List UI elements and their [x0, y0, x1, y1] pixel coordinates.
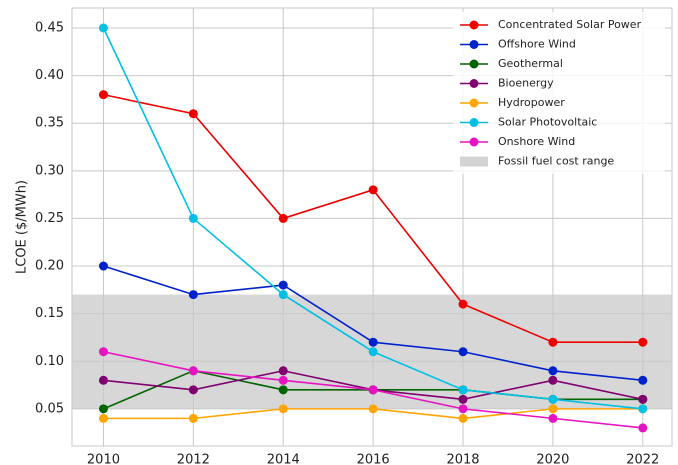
data-point — [188, 109, 198, 119]
data-point — [188, 213, 198, 223]
y-tick-label: 0.35 — [35, 116, 64, 131]
data-point — [548, 394, 558, 404]
x-tick-label: 2018 — [446, 453, 479, 465]
legend-marker — [469, 118, 479, 127]
x-tick-label: 2010 — [87, 453, 120, 465]
legend-marker — [469, 79, 479, 88]
data-point — [368, 404, 378, 414]
data-point — [368, 347, 378, 357]
legend-box — [453, 12, 665, 174]
x-tick-label: 2022 — [626, 453, 659, 465]
x-tick-label: 2016 — [357, 453, 390, 465]
data-point — [98, 413, 108, 423]
data-point — [98, 347, 108, 357]
y-tick-label: 0.40 — [35, 68, 64, 83]
data-point — [638, 423, 648, 433]
data-point — [548, 337, 558, 347]
data-point — [458, 394, 468, 404]
legend-label: Offshore Wind — [498, 38, 576, 51]
data-point — [458, 385, 468, 395]
data-point — [98, 23, 108, 33]
legend-label: Hydropower — [498, 96, 565, 109]
legend-label: Bioenergy — [498, 77, 554, 90]
legend-marker — [469, 137, 479, 147]
legend-label: Geothermal — [498, 57, 563, 70]
data-point — [368, 185, 378, 195]
data-point — [278, 213, 288, 223]
legend-marker — [469, 59, 479, 69]
y-tick-label: 0.20 — [35, 259, 64, 274]
legend: Concentrated Solar Power Offshore Wind Geo… — [453, 12, 665, 174]
data-point — [548, 404, 558, 414]
data-point — [98, 261, 108, 271]
legend-marker — [469, 20, 479, 30]
y-tick-label: 0.30 — [35, 163, 64, 178]
data-point — [278, 404, 288, 414]
legend-swatch — [460, 156, 488, 167]
data-point — [548, 366, 558, 376]
legend-marker — [469, 98, 479, 108]
data-point — [98, 375, 108, 385]
y-tick-label: 0.10 — [35, 354, 64, 369]
x-tick-label: 2012 — [177, 453, 210, 465]
y-tick-label: 0.45 — [35, 20, 64, 35]
data-point — [278, 280, 288, 290]
data-point — [548, 413, 558, 423]
data-point — [278, 290, 288, 300]
data-point — [278, 385, 288, 395]
data-point — [638, 337, 648, 347]
data-point — [638, 404, 648, 414]
data-point — [98, 90, 108, 100]
data-point — [188, 366, 198, 376]
legend-label: Fossil fuel cost range — [498, 155, 614, 168]
data-point — [368, 385, 378, 395]
plot-border — [71, 7, 673, 447]
data-point — [638, 375, 648, 385]
y-tick-label: 0.15 — [35, 306, 64, 321]
data-point — [548, 375, 558, 385]
data-point — [278, 375, 288, 385]
x-tick-label: 2020 — [536, 453, 569, 465]
data-point — [188, 385, 198, 395]
data-point — [458, 404, 468, 414]
legend-marker — [469, 40, 479, 49]
data-point — [278, 366, 288, 376]
x-tick-label: 2014 — [267, 453, 300, 465]
data-point — [188, 413, 198, 423]
y-tick-label: 0.25 — [35, 211, 64, 226]
data-point — [458, 347, 468, 357]
legend-label: Concentrated Solar Power — [498, 18, 642, 31]
data-point — [458, 413, 468, 423]
data-point — [458, 299, 468, 309]
data-point — [98, 404, 108, 414]
y-axis-label: LCOE ($/MWh) — [15, 180, 30, 274]
legend-label: Onshore Wind — [498, 135, 575, 148]
data-point — [188, 290, 198, 300]
data-point — [368, 337, 378, 347]
data-point — [638, 394, 648, 404]
legend-label: Solar Photovoltaic — [498, 116, 597, 129]
y-tick-label: 0.05 — [35, 401, 64, 416]
